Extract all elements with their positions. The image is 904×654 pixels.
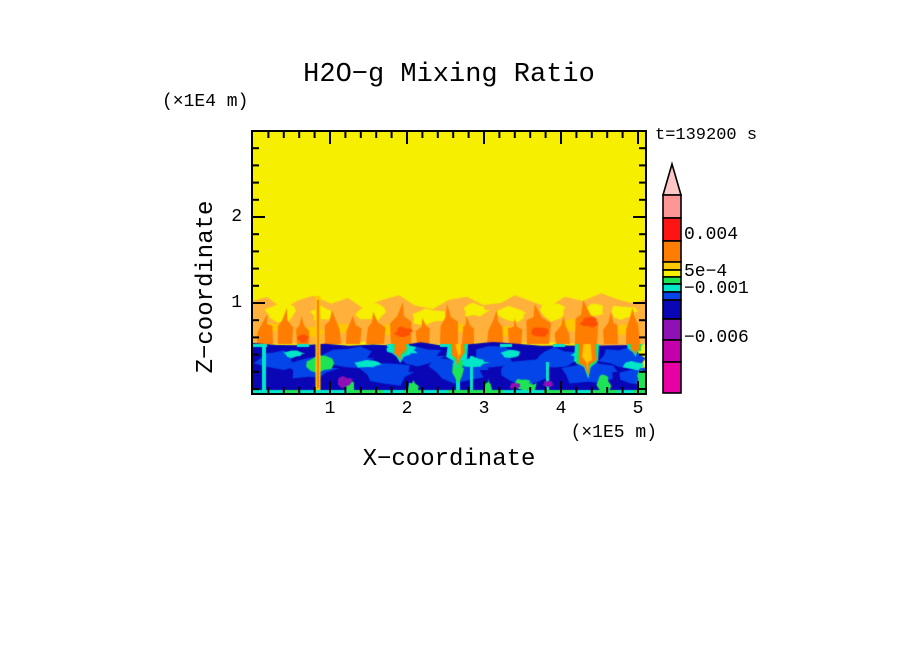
colorbar-segment bbox=[662, 217, 682, 242]
colorbar-segment bbox=[662, 318, 682, 341]
z-tick-label: 2 bbox=[231, 207, 242, 227]
x-tick-label: 5 bbox=[632, 399, 644, 419]
colorbar-segment bbox=[662, 194, 682, 219]
colorbar bbox=[661, 161, 683, 394]
x-tick-label: 2 bbox=[401, 399, 413, 419]
colorbar-segment bbox=[662, 291, 682, 301]
colorbar-segment bbox=[662, 261, 682, 271]
colorbar-tick-label: 5e−4 bbox=[684, 262, 728, 282]
x-tick-label: 1 bbox=[324, 399, 336, 419]
colorbar-segment bbox=[662, 339, 682, 363]
colorbar-segment bbox=[662, 269, 682, 278]
x-tick-label: 4 bbox=[555, 399, 567, 419]
x-axis-unit-label: (×1E5 m) bbox=[570, 423, 657, 443]
colorbar-arrow bbox=[661, 161, 683, 196]
colorbar-segment bbox=[662, 299, 682, 320]
colorbar-tick-label: −0.006 bbox=[684, 328, 749, 348]
x-tick-label: 3 bbox=[478, 399, 490, 419]
colorbar-segment bbox=[662, 361, 682, 394]
z-axis-unit-label: (×1E4 m) bbox=[162, 92, 249, 112]
contour-field-canvas bbox=[253, 132, 645, 393]
colorbar-tick-label: −0.001 bbox=[684, 279, 749, 299]
time-label: t=139200 s bbox=[655, 126, 758, 145]
plot-title: H2O−g Mixing Ratio bbox=[303, 60, 595, 90]
x-axis-label: X−coordinate bbox=[362, 446, 536, 473]
colorbar-tick-label: 0.004 bbox=[684, 225, 739, 245]
colorbar-segment bbox=[662, 240, 682, 263]
colorbar-segment bbox=[662, 283, 682, 293]
plot-area bbox=[251, 130, 647, 395]
z-axis-label: Z−coordinate bbox=[193, 200, 220, 374]
z-tick-label: 1 bbox=[231, 293, 242, 313]
colorbar-segment bbox=[662, 276, 682, 285]
